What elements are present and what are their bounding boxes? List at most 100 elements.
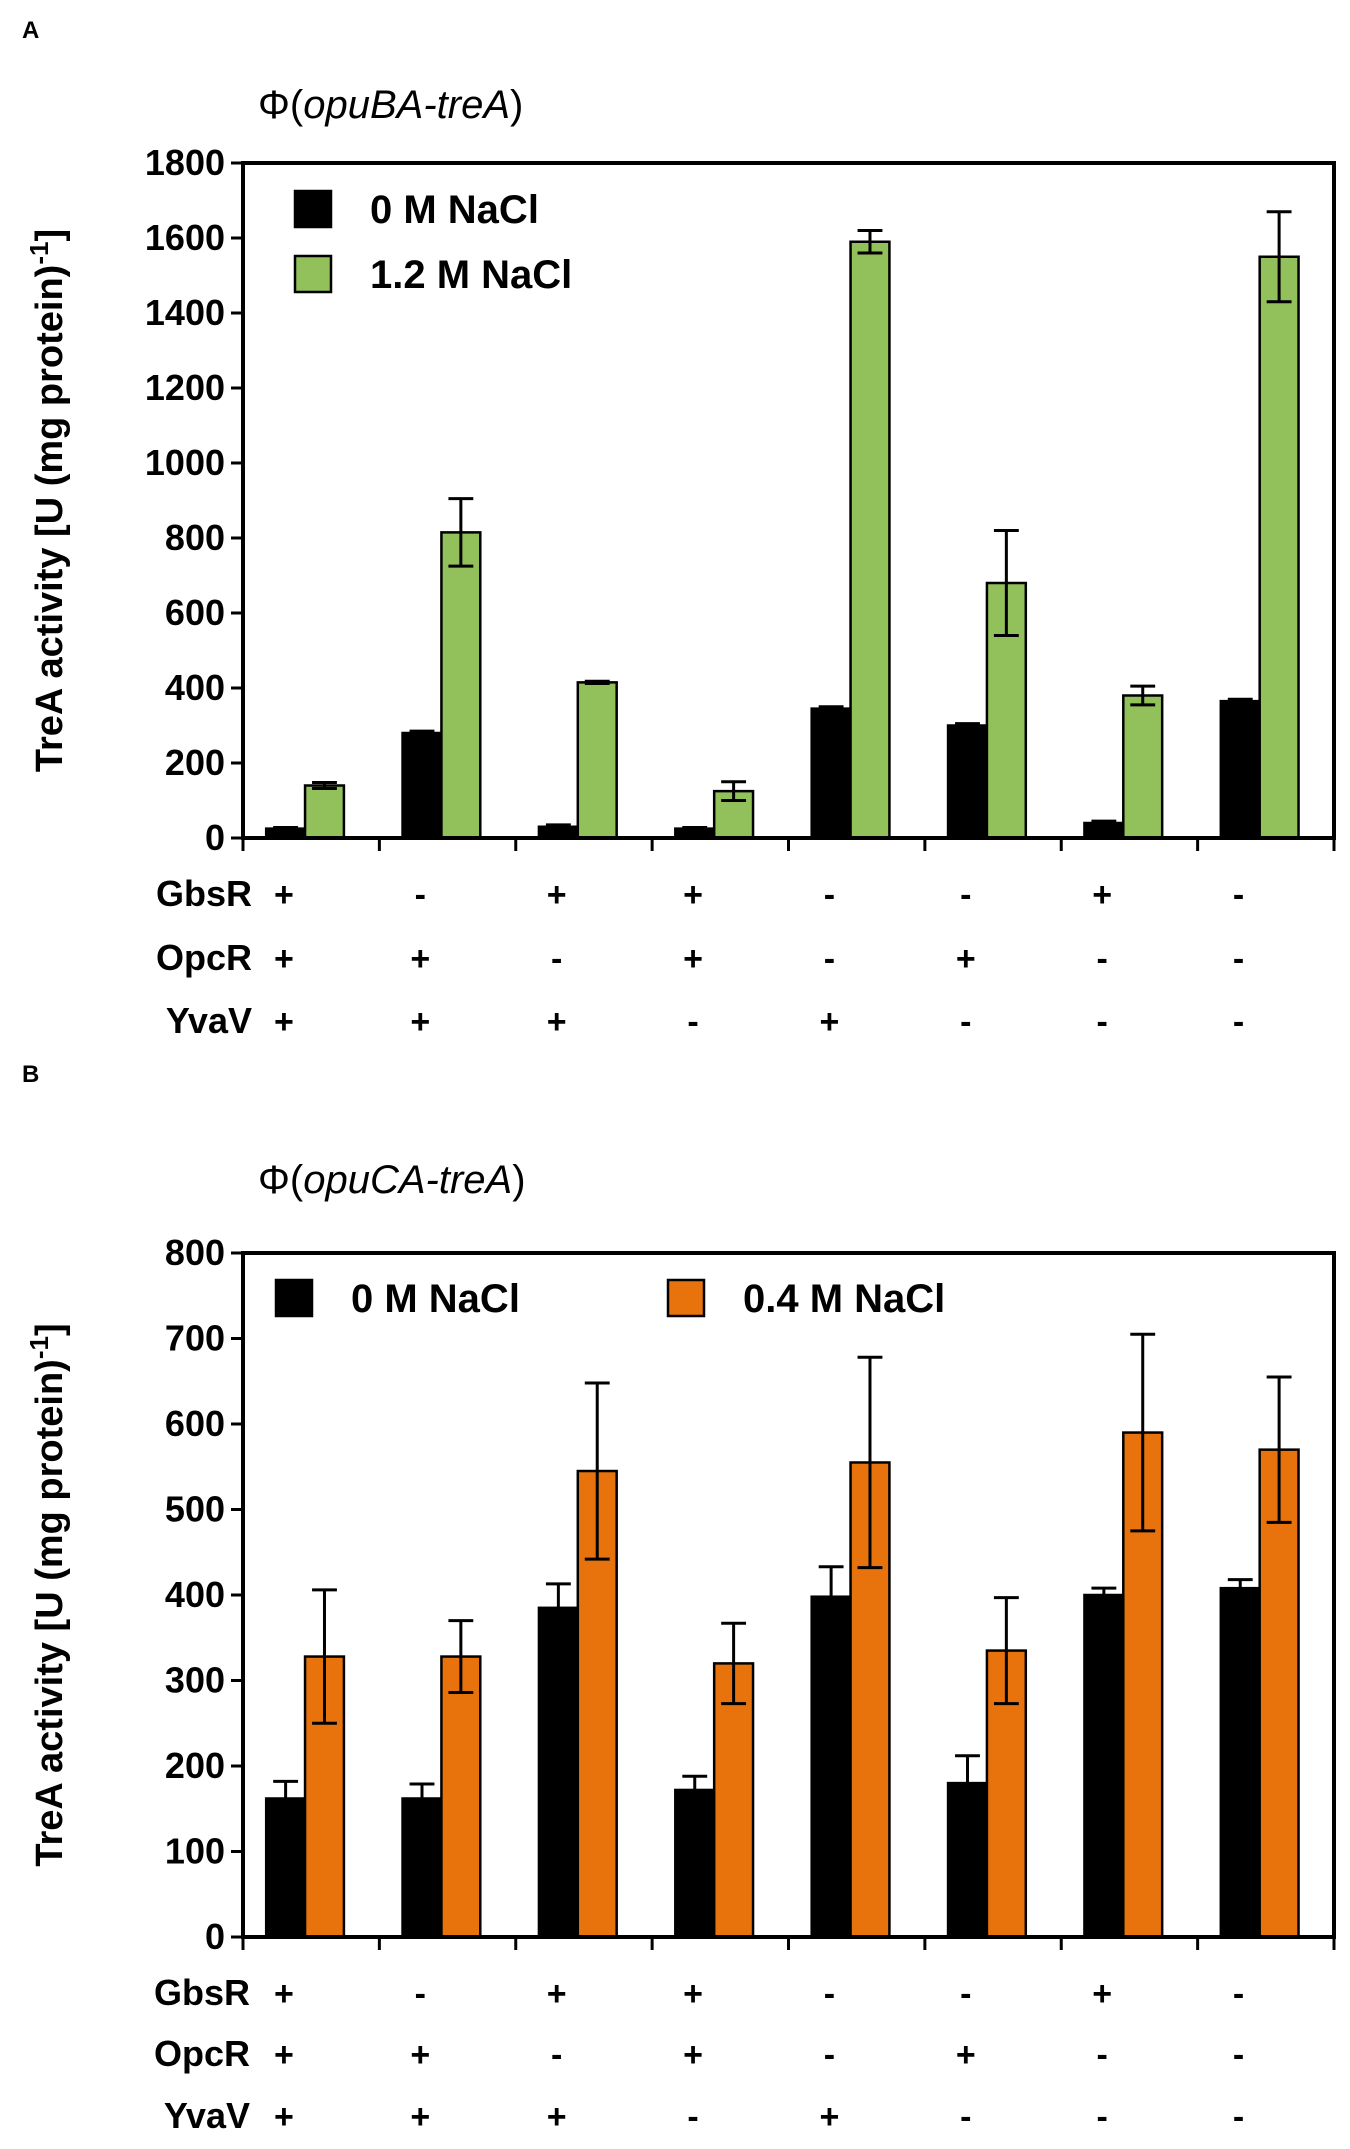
y-tick-label: 600 bbox=[165, 592, 225, 633]
genotype-sign: + bbox=[547, 1003, 567, 1041]
y-tick-label: 600 bbox=[165, 1403, 225, 1444]
y-axis-label-main: TreA activity [U (mg protein) bbox=[29, 1359, 71, 1866]
y-tick-label: 800 bbox=[165, 517, 225, 558]
genotype-sign: - bbox=[687, 1003, 698, 1041]
bar-salt bbox=[303, 784, 346, 840]
genotype-sign: + bbox=[274, 2036, 294, 2074]
chart-title: Φ(opuBA-treA) bbox=[258, 83, 523, 127]
genotype-sign: - bbox=[687, 2098, 698, 2136]
genotype-sign: - bbox=[551, 940, 562, 978]
y-axis-label: TreA activity [U (mg protein)-1] bbox=[24, 1323, 71, 1866]
legend-swatch bbox=[666, 1278, 706, 1318]
y-tick-label: 1800 bbox=[145, 142, 225, 183]
genotype-sign: - bbox=[824, 876, 835, 914]
genotype-sign: + bbox=[274, 876, 294, 914]
genotype-sign: + bbox=[410, 940, 430, 978]
y-tick-label: 1200 bbox=[145, 367, 225, 408]
genotype-sign: + bbox=[683, 876, 703, 914]
y-tick-label: 1600 bbox=[145, 217, 225, 258]
legend-swatch bbox=[293, 254, 333, 294]
panel-letter: B bbox=[22, 1061, 39, 1088]
bar-salt bbox=[712, 1662, 755, 1939]
bar-salt bbox=[576, 681, 618, 840]
title-gene: opuBA-treA bbox=[303, 83, 510, 127]
bar-salt bbox=[440, 531, 482, 840]
y-tick-label: 0 bbox=[205, 817, 225, 858]
title-suffix: ) bbox=[510, 83, 523, 127]
bar-control bbox=[401, 731, 443, 840]
y-tick-label: 100 bbox=[165, 1831, 225, 1872]
bar-control bbox=[946, 724, 989, 840]
genotype-sign: - bbox=[824, 940, 835, 978]
bar-control bbox=[264, 1797, 307, 1939]
title-prefix: Φ( bbox=[258, 83, 304, 127]
bar-control bbox=[1083, 1593, 1125, 1939]
genotype-row-label: GbsR bbox=[154, 1972, 250, 2013]
genotype-sign: - bbox=[960, 1003, 971, 1041]
genotype-sign: - bbox=[551, 2036, 562, 2074]
legend-swatch bbox=[274, 1278, 314, 1318]
genotype-sign: + bbox=[956, 2036, 976, 2074]
genotype-sign: + bbox=[956, 940, 976, 978]
y-axis-label-main: TreA activity [U (mg protein) bbox=[29, 265, 71, 772]
bar-control bbox=[401, 1797, 443, 1939]
y-tick-label: 0 bbox=[205, 1916, 225, 1957]
y-tick-label: 200 bbox=[165, 742, 225, 783]
bar-control bbox=[674, 1788, 716, 1939]
genotype-sign: + bbox=[1092, 1975, 1112, 2013]
bar-control bbox=[810, 1595, 852, 1939]
genotype-sign: - bbox=[960, 876, 971, 914]
genotype-sign: + bbox=[1092, 876, 1112, 914]
genotype-sign: - bbox=[1233, 2036, 1244, 2074]
genotype-sign: - bbox=[415, 876, 426, 914]
legend-swatch bbox=[293, 189, 333, 229]
y-tick-label: 400 bbox=[165, 667, 225, 708]
bar-salt bbox=[1122, 694, 1164, 840]
y-tick-label: 200 bbox=[165, 1745, 225, 1786]
genotype-sign: + bbox=[547, 1975, 567, 2013]
genotype-sign: + bbox=[274, 2098, 294, 2136]
y-axis-label-sup: -1 bbox=[24, 1336, 54, 1359]
genotype-sign: + bbox=[819, 1003, 839, 1041]
y-axis-label-sup: -1 bbox=[24, 242, 54, 265]
panel-letter: A bbox=[22, 17, 39, 44]
legend-label: 0 M NaCl bbox=[370, 188, 539, 232]
chart-panel-a: A Φ(opuBA-treA) TreA activity [U (mg prote… bbox=[22, 17, 1336, 1041]
genotype-sign: - bbox=[960, 1975, 971, 2013]
y-tick-label: 800 bbox=[165, 1232, 225, 1273]
y-tick-label: 300 bbox=[165, 1660, 225, 1701]
genotype-sign: - bbox=[1233, 1003, 1244, 1041]
y-axis-label: TreA activity [U (mg protein)-1] bbox=[24, 229, 71, 772]
genotype-row-label: YvaV bbox=[164, 2095, 250, 2136]
genotype-sign: + bbox=[274, 940, 294, 978]
genotype-sign: - bbox=[1096, 940, 1107, 978]
genotype-sign: + bbox=[683, 940, 703, 978]
bar-control bbox=[1219, 1586, 1261, 1939]
genotype-sign: + bbox=[819, 2098, 839, 2136]
legend-label: 0 M NaCl bbox=[351, 1277, 520, 1321]
y-axis-label-close: ] bbox=[29, 1323, 71, 1336]
genotype-sign: - bbox=[1096, 2098, 1107, 2136]
genotype-sign: - bbox=[1096, 1003, 1107, 1041]
y-axis-label-close: ] bbox=[29, 229, 71, 242]
genotype-sign: - bbox=[1096, 2036, 1107, 2074]
bar-salt bbox=[849, 240, 891, 840]
genotype-sign: - bbox=[1233, 940, 1244, 978]
title-prefix: Φ( bbox=[258, 1158, 304, 1202]
genotype-sign: - bbox=[1233, 1975, 1244, 2013]
genotype-sign: + bbox=[547, 2098, 567, 2136]
genotype-sign: + bbox=[410, 2036, 430, 2074]
chart-panel-b: B Φ(opuCA-treA) TreA activity [U (mg prote… bbox=[22, 1061, 1336, 2136]
bar-salt bbox=[440, 1655, 482, 1939]
genotype-sign: - bbox=[824, 2036, 835, 2074]
genotype-row-label: GbsR bbox=[156, 873, 252, 914]
chart-title: Φ(opuCA-treA) bbox=[258, 1158, 526, 1202]
y-tick-label: 500 bbox=[165, 1489, 225, 1530]
genotype-sign: + bbox=[683, 2036, 703, 2074]
genotype-row-label: OpcR bbox=[156, 937, 252, 978]
legend-label: 0.4 M NaCl bbox=[743, 1277, 945, 1321]
genotype-sign: - bbox=[824, 1975, 835, 2013]
bar-salt bbox=[1258, 255, 1300, 840]
genotype-sign: + bbox=[410, 1003, 430, 1041]
